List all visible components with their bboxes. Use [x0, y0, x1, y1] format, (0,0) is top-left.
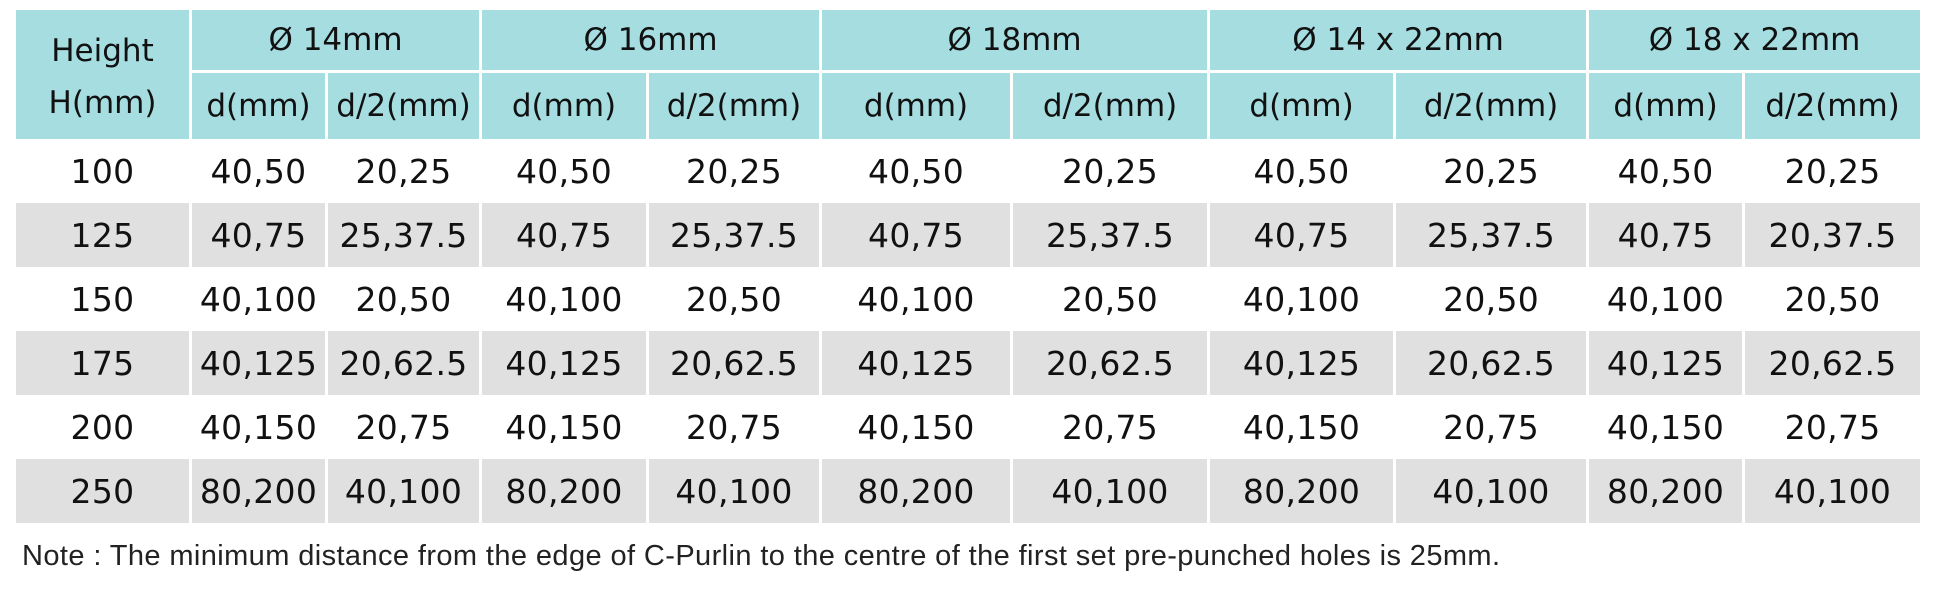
- d-half-value-cell: 20,75: [1742, 395, 1921, 459]
- table-row: 125 40,75 25,37.5 40,75 25,37.5 40,75 25,37.5 4…: [16, 203, 1921, 267]
- d-value-cell: 40,100: [479, 267, 647, 331]
- d-half-value-cell: 20,75: [1393, 395, 1587, 459]
- d-half-value-cell: 20,25: [1393, 139, 1587, 203]
- d-half-value-cell: 25,37.5: [325, 203, 480, 267]
- d-value-cell: 40,100: [1207, 267, 1394, 331]
- subheader-d-half: d/2(mm): [1393, 73, 1587, 139]
- subheader-d: d(mm): [819, 73, 1011, 139]
- d-value-cell: 80,200: [479, 459, 647, 523]
- table-row: 175 40,125 20,62.5 40,125 20,62.5 40,125 20,62…: [16, 331, 1921, 395]
- d-value-cell: 40,150: [479, 395, 647, 459]
- d-value-cell: 40,125: [819, 331, 1011, 395]
- table-row: 200 40,150 20,75 40,150 20,75 40,150 20,75 40,1…: [16, 395, 1921, 459]
- d-half-value-cell: 20,75: [325, 395, 480, 459]
- height-cell: 150: [16, 267, 189, 331]
- subheader-d-half: d/2(mm): [646, 73, 820, 139]
- d-half-value-cell: 20,25: [325, 139, 480, 203]
- d-half-value-cell: 20,50: [325, 267, 480, 331]
- d-half-value-cell: 20,50: [1742, 267, 1921, 331]
- subheader-d-half: d/2(mm): [325, 73, 480, 139]
- d-value-cell: 40,125: [479, 331, 647, 395]
- d-value-cell: 40,50: [479, 139, 647, 203]
- d-value-cell: 80,200: [819, 459, 1011, 523]
- d-value-cell: 40,125: [189, 331, 325, 395]
- d-half-value-cell: 20,62.5: [325, 331, 480, 395]
- d-half-value-cell: 20,50: [1010, 267, 1208, 331]
- d-half-value-cell: 20,25: [646, 139, 820, 203]
- group-header-14mm: Ø 14mm: [189, 10, 480, 73]
- d-half-value-cell: 40,100: [1010, 459, 1208, 523]
- subheader-d-half: d/2(mm): [1742, 73, 1921, 139]
- d-half-value-cell: 20,50: [1393, 267, 1587, 331]
- d-value-cell: 40,100: [819, 267, 1011, 331]
- d-half-value-cell: 25,37.5: [1393, 203, 1587, 267]
- table-row: 250 80,200 40,100 80,200 40,100 80,200 40,100 8…: [16, 459, 1921, 523]
- group-header-14x22mm: Ø 14 x 22mm: [1207, 10, 1587, 73]
- d-value-cell: 40,75: [819, 203, 1011, 267]
- d-value-cell: 40,50: [1586, 139, 1743, 203]
- subheader-d: d(mm): [1586, 73, 1743, 139]
- group-header-18mm: Ø 18mm: [819, 10, 1208, 73]
- footnote: Note : The minimum distance from the edg…: [22, 540, 1501, 572]
- d-half-value-cell: 20,50: [646, 267, 820, 331]
- d-half-value-cell: 20,37.5: [1742, 203, 1921, 267]
- subheader-d: d(mm): [189, 73, 325, 139]
- height-cell: 100: [16, 139, 189, 203]
- d-value-cell: 40,150: [189, 395, 325, 459]
- subheader-d-half: d/2(mm): [1010, 73, 1208, 139]
- height-cell: 200: [16, 395, 189, 459]
- height-cell: 125: [16, 203, 189, 267]
- d-value-cell: 40,75: [189, 203, 325, 267]
- d-half-value-cell: 20,75: [646, 395, 820, 459]
- d-value-cell: 40,150: [819, 395, 1011, 459]
- d-value-cell: 40,75: [479, 203, 647, 267]
- height-header-line1: Height: [51, 32, 154, 69]
- d-half-value-cell: 20,62.5: [1742, 331, 1921, 395]
- d-value-cell: 40,50: [1207, 139, 1394, 203]
- d-half-value-cell: 20,25: [1742, 139, 1921, 203]
- subheader-d: d(mm): [1207, 73, 1394, 139]
- table-row: 100 40,50 20,25 40,50 20,25 40,50 20,25 40,50 20…: [16, 139, 1921, 203]
- d-value-cell: 40,125: [1207, 331, 1394, 395]
- height-header-line2: H(mm): [48, 84, 157, 121]
- d-half-value-cell: 20,75: [1010, 395, 1208, 459]
- table-subheader-row: d(mm) d/2(mm) d(mm) d/2(mm) d(mm) d/2(mm…: [16, 73, 1921, 139]
- table-row: 150 40,100 20,50 40,100 20,50 40,100 20,50 40,1…: [16, 267, 1921, 331]
- d-half-value-cell: 40,100: [1393, 459, 1587, 523]
- d-value-cell: 40,100: [189, 267, 325, 331]
- d-half-value-cell: 20,62.5: [1393, 331, 1587, 395]
- d-value-cell: 80,200: [1207, 459, 1394, 523]
- d-half-value-cell: 40,100: [646, 459, 820, 523]
- table-body: 100 40,50 20,25 40,50 20,25 40,50 20,25 40,50 20…: [16, 139, 1921, 523]
- d-value-cell: 40,50: [189, 139, 325, 203]
- d-value-cell: 40,150: [1207, 395, 1394, 459]
- d-value-cell: 40,150: [1586, 395, 1743, 459]
- d-half-value-cell: 40,100: [1742, 459, 1921, 523]
- group-header-16mm: Ø 16mm: [479, 10, 820, 73]
- d-half-value-cell: 25,37.5: [646, 203, 820, 267]
- d-half-value-cell: 20,62.5: [1010, 331, 1208, 395]
- d-value-cell: 80,200: [189, 459, 325, 523]
- d-value-cell: 40,75: [1586, 203, 1743, 267]
- d-half-value-cell: 20,62.5: [646, 331, 820, 395]
- height-header: Height H(mm): [16, 10, 189, 139]
- d-value-cell: 40,75: [1207, 203, 1394, 267]
- d-value-cell: 80,200: [1586, 459, 1743, 523]
- group-header-18x22mm: Ø 18 x 22mm: [1586, 10, 1921, 73]
- height-cell: 175: [16, 331, 189, 395]
- hole-spacing-table: Height H(mm) Ø 14mm Ø 16mm Ø 18mm Ø 14 x…: [16, 10, 1921, 523]
- d-value-cell: 40,50: [819, 139, 1011, 203]
- d-value-cell: 40,125: [1586, 331, 1743, 395]
- subheader-d: d(mm): [479, 73, 647, 139]
- d-half-value-cell: 20,25: [1010, 139, 1208, 203]
- table-header-row: Height H(mm) Ø 14mm Ø 16mm Ø 18mm Ø 14 x…: [16, 10, 1921, 139]
- d-half-value-cell: 25,37.5: [1010, 203, 1208, 267]
- d-value-cell: 40,100: [1586, 267, 1743, 331]
- height-cell: 250: [16, 459, 189, 523]
- d-half-value-cell: 40,100: [325, 459, 480, 523]
